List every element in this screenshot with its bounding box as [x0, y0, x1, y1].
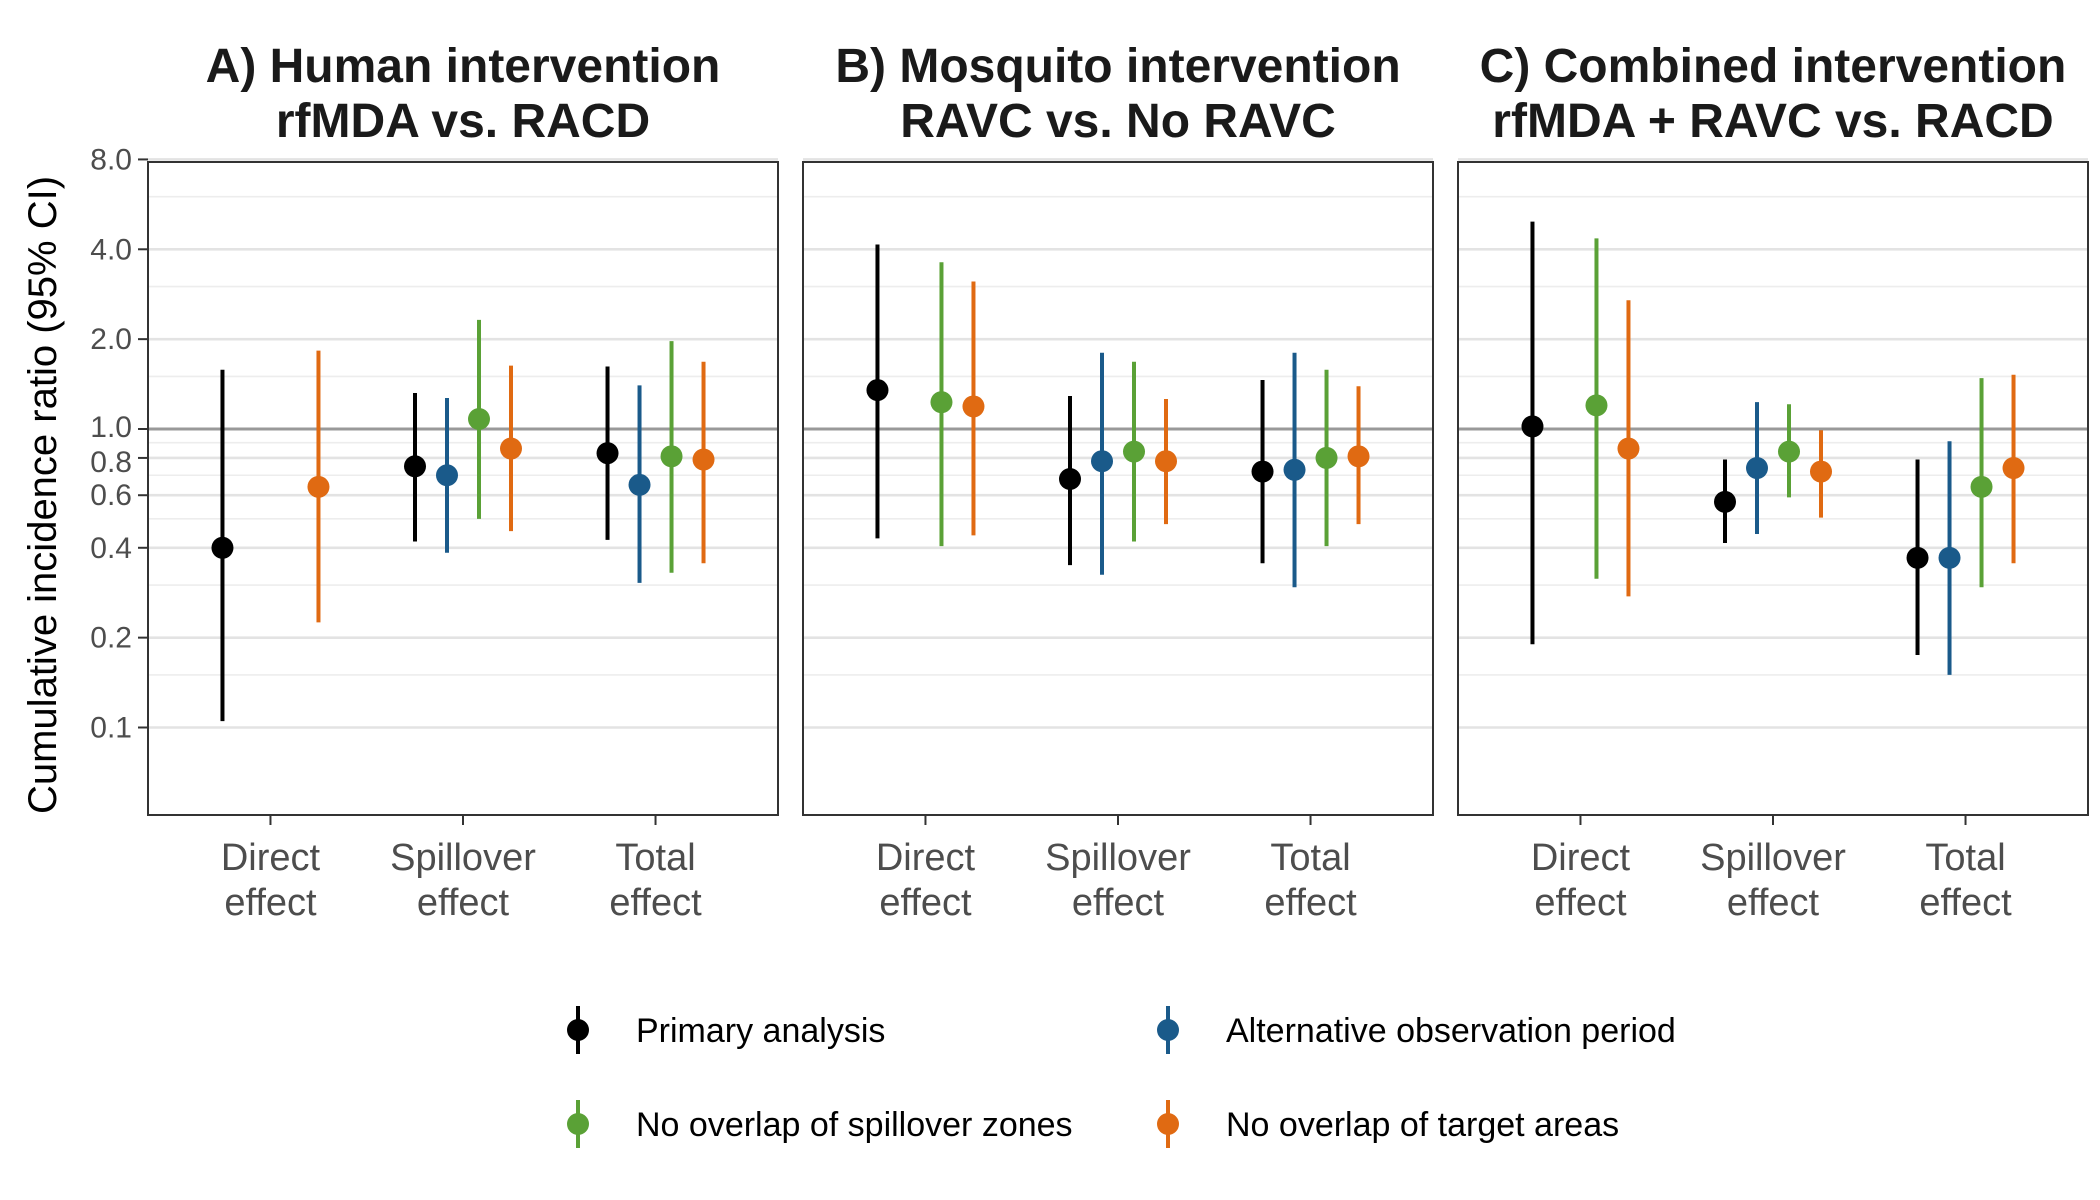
point-estimate-3	[1617, 437, 1640, 460]
point-estimate-1	[1938, 546, 1961, 569]
point-estimate-2	[1123, 440, 1145, 463]
panel-border	[802, 161, 1434, 816]
y-tick-label: 0.6	[90, 479, 132, 512]
point-estimate-3	[500, 437, 522, 460]
x-tick-label: Direct	[1531, 837, 1631, 879]
point-estimate-2	[468, 408, 490, 431]
panel-title-line2: rfMDA vs. RACD	[276, 95, 650, 148]
panel-title-line1: A) Human intervention	[206, 40, 721, 93]
y-tick-label: 8.0	[90, 143, 132, 176]
point-estimate-1	[628, 473, 651, 496]
point-estimate-0	[1059, 467, 1081, 490]
legend: Primary analysis Alternative observation …	[567, 1006, 1676, 1148]
panel-title-line2: rfMDA + RAVC vs. RACD	[1492, 95, 2053, 148]
legend-label: Alternative observation period	[1226, 1012, 1676, 1050]
y-tick-label: 1.0	[90, 411, 132, 444]
legend-item-3: No overlap of target areas	[1157, 1100, 1619, 1148]
y-tick-label: 4.0	[90, 233, 132, 266]
panel-title-line1: C) Combined intervention	[1480, 40, 2067, 93]
point-estimate-1	[436, 464, 458, 487]
y-axis-label: Cumulative incidence ratio (95% CI)	[21, 176, 65, 814]
point-estimate-2	[1970, 475, 1993, 498]
x-tick-label: Spillover	[1045, 837, 1191, 879]
x-tick-label: effect	[1727, 882, 1820, 924]
point-estimate-0	[211, 536, 234, 559]
point-estimate-0	[1521, 415, 1544, 438]
y-tick-label: 0.1	[90, 712, 132, 745]
panel-border	[1457, 161, 2089, 816]
x-tick-label: effect	[224, 882, 317, 924]
legend-item-2: No overlap of spillover zones	[567, 1100, 1073, 1148]
point-estimate-2	[930, 391, 953, 414]
point-estimate-0	[404, 455, 426, 478]
x-tick-label: Spillover	[390, 837, 536, 879]
point-estimate-0	[866, 379, 889, 402]
point-estimate-0	[1906, 546, 1929, 569]
x-tick-label: effect	[417, 882, 510, 924]
panel-title-line2: RAVC vs. No RAVC	[900, 95, 1336, 148]
x-tick-label: Spillover	[1700, 837, 1846, 879]
point-estimate-0	[1251, 460, 1274, 483]
point-estimate-3	[1347, 445, 1370, 468]
legend-key-point	[567, 1113, 589, 1135]
point-estimate-3	[307, 475, 330, 498]
x-tick-label: Total	[615, 837, 695, 879]
legend-label: No overlap of target areas	[1226, 1106, 1619, 1144]
x-tick-label: effect	[1534, 882, 1627, 924]
point-estimate-2	[1315, 446, 1338, 469]
x-tick-label: Direct	[876, 837, 976, 879]
y-tick-label: 0.8	[90, 446, 132, 479]
x-tick-label: Total	[1925, 837, 2005, 879]
panel-border	[147, 161, 779, 816]
x-tick-label: effect	[1919, 882, 2012, 924]
legend-key-point	[1157, 1113, 1179, 1135]
legend-item-1: Alternative observation period	[1157, 1006, 1676, 1054]
point-estimate-3	[692, 448, 715, 471]
legend-key-point	[1157, 1019, 1179, 1041]
legend-item-0: Primary analysis	[567, 1006, 885, 1054]
y-tick-label: 0.4	[90, 532, 132, 565]
panel-title-line1: B) Mosquito intervention	[835, 40, 1400, 93]
point-estimate-2	[1585, 394, 1608, 417]
point-estimate-2	[1778, 440, 1800, 463]
point-estimate-1	[1746, 457, 1768, 480]
point-estimate-2	[660, 445, 683, 468]
x-tick-label: effect	[609, 882, 702, 924]
x-tick-label: effect	[879, 882, 972, 924]
x-tick-label: Total	[1270, 837, 1350, 879]
legend-label: No overlap of spillover zones	[636, 1106, 1073, 1144]
point-estimate-3	[1155, 450, 1177, 473]
point-estimate-3	[1810, 460, 1832, 483]
point-estimate-0	[596, 442, 619, 465]
point-estimate-3	[962, 395, 985, 418]
y-tick-label: 0.2	[90, 622, 132, 655]
point-estimate-1	[1283, 458, 1306, 481]
point-estimate-0	[1714, 490, 1736, 513]
point-estimate-3	[2002, 457, 2025, 480]
y-tick-label: 2.0	[90, 323, 132, 356]
x-tick-label: Direct	[221, 837, 321, 879]
x-tick-label: effect	[1072, 882, 1165, 924]
x-tick-label: effect	[1264, 882, 1357, 924]
legend-label: Primary analysis	[636, 1012, 885, 1050]
legend-key-point	[567, 1019, 589, 1041]
point-estimate-1	[1091, 450, 1113, 473]
